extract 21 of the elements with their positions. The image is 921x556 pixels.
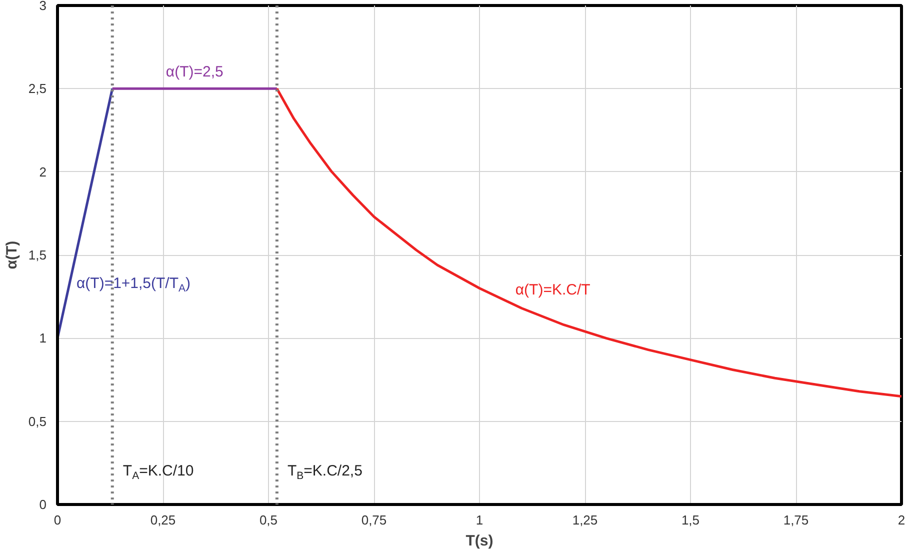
y-tick-label: 0 <box>39 497 47 512</box>
x-tick-label: 0,75 <box>361 512 387 528</box>
x-tick-label: 1,75 <box>783 512 809 528</box>
series-label: α(T)=2,5 <box>166 64 224 81</box>
y-axis-title: α(T) <box>3 240 20 270</box>
y-tick-label: 2,5 <box>28 81 47 96</box>
y-tick-label: 2 <box>39 164 47 180</box>
x-tick-label: 0 <box>54 512 62 528</box>
y-tick-label: 3 <box>39 0 47 13</box>
x-tick-label: 1,25 <box>572 512 598 528</box>
x-tick-label: 0,25 <box>150 512 176 528</box>
x-tick-label: 2 <box>898 512 906 528</box>
y-tick-label: 1,5 <box>28 248 47 262</box>
x-tick-label: 1 <box>476 512 484 528</box>
x-tick-label: 1,5 <box>681 512 700 528</box>
y-tick-label: 0,5 <box>28 414 47 429</box>
series-label: α(T)=K.C/T <box>515 281 590 298</box>
line-series <box>276 87 902 398</box>
y-tick-label: 1 <box>39 330 47 346</box>
x-tick-label: 0,5 <box>259 512 278 528</box>
x-axis-title: T(s) <box>466 532 494 550</box>
